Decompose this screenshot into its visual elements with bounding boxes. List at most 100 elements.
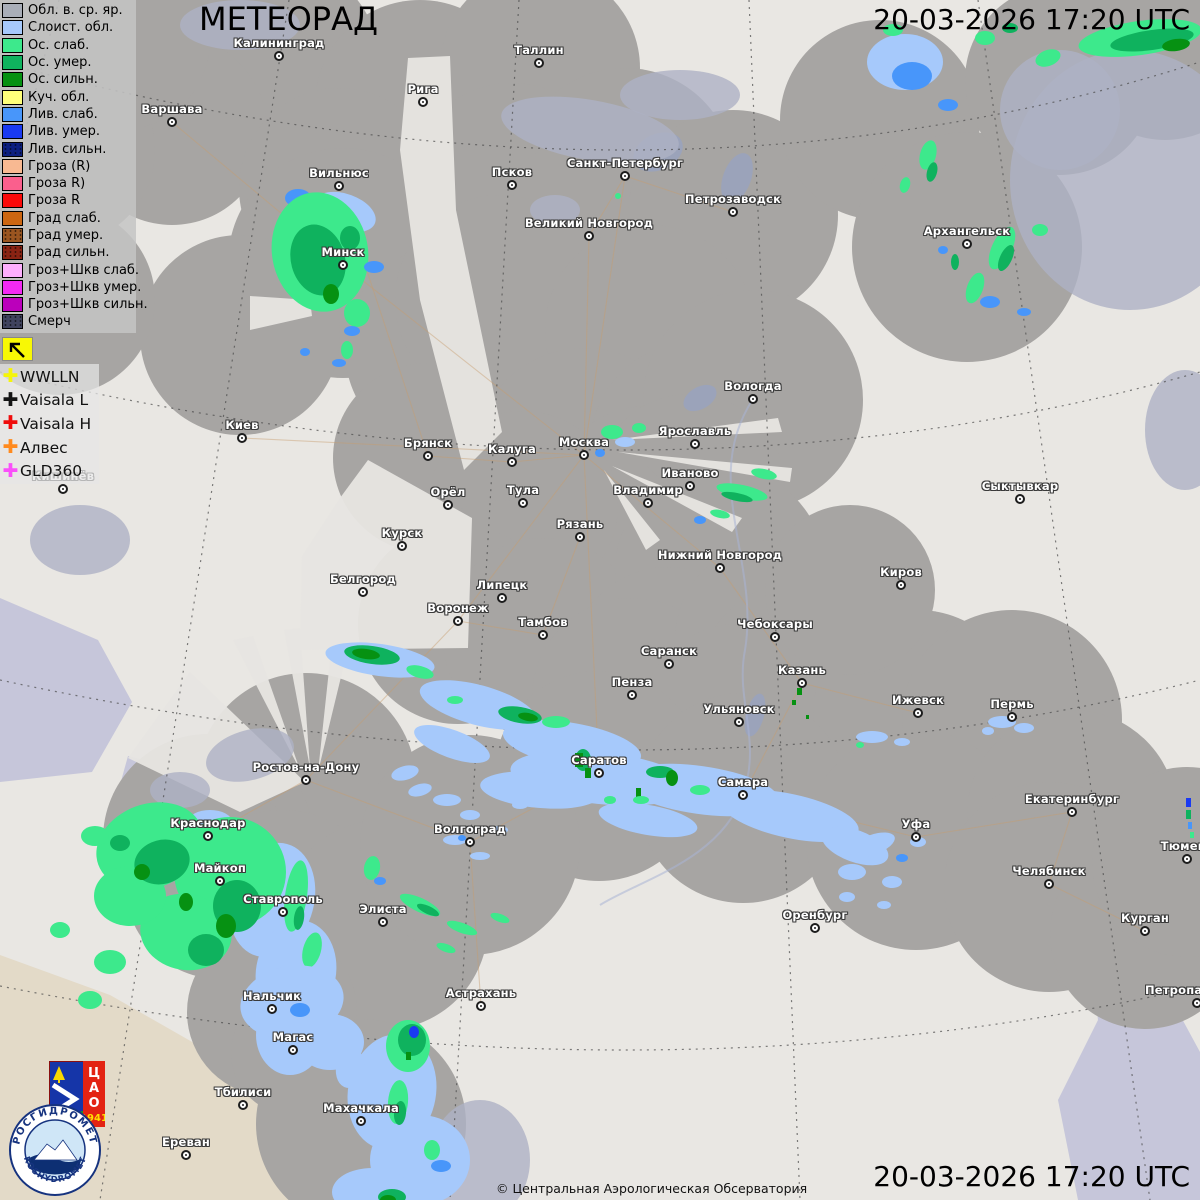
precipitation-echo xyxy=(409,1026,419,1038)
precipitation-echo xyxy=(792,700,796,705)
legend-color-swatch xyxy=(2,37,23,53)
city-marker-icon xyxy=(1192,998,1200,1008)
precipitation-echo xyxy=(78,991,102,1009)
legend-item: Град умер. xyxy=(2,227,136,244)
svg-text:А: А xyxy=(89,1081,99,1096)
city-marker-icon xyxy=(274,51,284,61)
legend-item: Ос. умер. xyxy=(2,54,136,71)
precipitation-echo xyxy=(601,425,623,439)
precipitation-echo xyxy=(1017,308,1031,316)
lake xyxy=(721,153,753,203)
precipitation-echo xyxy=(751,468,777,480)
lightning-network-label: Vaisala H xyxy=(20,414,92,433)
no-echo-zone xyxy=(618,452,792,482)
graticule-meridian xyxy=(449,0,520,1200)
legend-color-swatch xyxy=(2,141,23,157)
city-label: Саранск xyxy=(640,644,698,658)
city-label: Иваново xyxy=(661,466,719,480)
precipitation-echo xyxy=(1186,810,1191,819)
precipitation-echo xyxy=(110,835,130,851)
no-echo-zone xyxy=(250,296,312,330)
legend-color-swatch xyxy=(2,124,23,140)
legend-label: Лив. слаб. xyxy=(28,106,98,122)
legend-label: Смерч xyxy=(28,314,71,330)
precipitation-echo xyxy=(975,31,995,45)
precipitation-echo xyxy=(94,950,126,974)
legend-item: Куч. обл. xyxy=(2,88,136,105)
lightning-network-item: ✚ Vaisala L xyxy=(0,389,99,413)
city-label: Ижевск xyxy=(892,693,944,707)
legend-label: Гроз+Шкв сильн. xyxy=(28,297,148,313)
city-marker-icon xyxy=(734,717,744,727)
lightning-networks-legend: ✚ WWLLN ✚ Vaisala L ✚ Vaisala H ✚ Алвес ✚ GLD360 xyxy=(0,364,99,484)
graticule-parallel xyxy=(0,371,1200,451)
city-label: Тула xyxy=(506,483,540,497)
legend-label: Ос. умер. xyxy=(28,55,92,71)
precipitation-echo xyxy=(988,226,1016,270)
city-marker-icon xyxy=(518,498,528,508)
city-marker-icon xyxy=(690,439,700,449)
precipitation-echo xyxy=(894,738,910,746)
precipitation-echo xyxy=(926,162,938,182)
legend-label: Гроз+Шкв слаб. xyxy=(28,262,140,278)
road-line xyxy=(583,454,919,714)
precipitation-echo xyxy=(302,932,322,968)
precipitation-echo xyxy=(797,688,802,695)
city-label: Самара xyxy=(717,775,769,789)
city-label: Ярославль xyxy=(658,424,732,438)
city-label: Казань xyxy=(777,663,827,677)
precipitation-echo xyxy=(480,771,600,809)
city-label: Магас xyxy=(272,1030,314,1044)
mid-level-cloud-area xyxy=(530,195,580,225)
lightning-network-label: Алвес xyxy=(20,438,68,457)
city-label: Великий Новгород xyxy=(524,216,654,230)
lightning-network-item: ✚ Vaisala H xyxy=(0,412,99,436)
svg-text:О: О xyxy=(88,1096,99,1111)
legend-item: Слоист. обл. xyxy=(2,19,136,36)
city-marker-icon xyxy=(1015,494,1025,504)
lake xyxy=(744,693,766,737)
precipitation-echo xyxy=(721,491,753,503)
city-label: Челябинск xyxy=(1012,864,1086,878)
legend-item: Смерч xyxy=(2,313,136,330)
legend-label: Гроза R) xyxy=(28,176,86,192)
precipitation-echo xyxy=(290,224,346,296)
precipitation-echo xyxy=(393,1101,407,1125)
legend-color-swatch xyxy=(2,279,23,295)
precipitation-echo xyxy=(458,835,466,841)
precipitation-echo xyxy=(341,341,353,359)
lightning-cross-icon: ✚ xyxy=(2,412,19,435)
city-marker-icon xyxy=(237,433,247,443)
precipitation-echo xyxy=(951,254,959,270)
legend-label: Град умер. xyxy=(28,228,104,243)
page-title: МЕТЕОРАД xyxy=(199,0,378,38)
legend-color-swatch xyxy=(2,106,23,122)
city-label: Пенза xyxy=(611,675,653,689)
precipitation-echo xyxy=(666,770,678,786)
city-label: Санкт-Петербург xyxy=(566,156,684,170)
city-label: Уфа xyxy=(901,817,931,831)
no-echo-zone xyxy=(318,642,348,772)
city-marker-icon xyxy=(584,231,594,241)
city-label: Вильнюс xyxy=(309,166,369,180)
lightning-cross-icon: ✚ xyxy=(2,388,19,411)
city-label: Нальчик xyxy=(242,989,302,1003)
city-marker-icon xyxy=(215,876,225,886)
sea-water xyxy=(0,598,132,782)
city-marker-icon xyxy=(627,690,637,700)
precipitation-echo xyxy=(1035,49,1061,67)
city-marker-icon xyxy=(1182,854,1192,864)
city-marker-icon xyxy=(896,580,906,590)
precipitation-echo xyxy=(436,942,456,954)
lake xyxy=(683,384,717,412)
legend-label: Обл. в. ср. яр. xyxy=(28,3,123,19)
lightning-network-item: ✚ WWLLN xyxy=(0,365,99,389)
legend-item: Град слаб. xyxy=(2,210,136,227)
precipitation-echo xyxy=(806,715,809,719)
city-marker-icon xyxy=(288,1045,298,1055)
precipitation-echo xyxy=(470,852,490,860)
city-marker-icon xyxy=(797,678,807,688)
city-marker-icon xyxy=(238,1100,248,1110)
legend-color-swatch xyxy=(2,297,23,313)
city-marker-icon xyxy=(575,532,585,542)
